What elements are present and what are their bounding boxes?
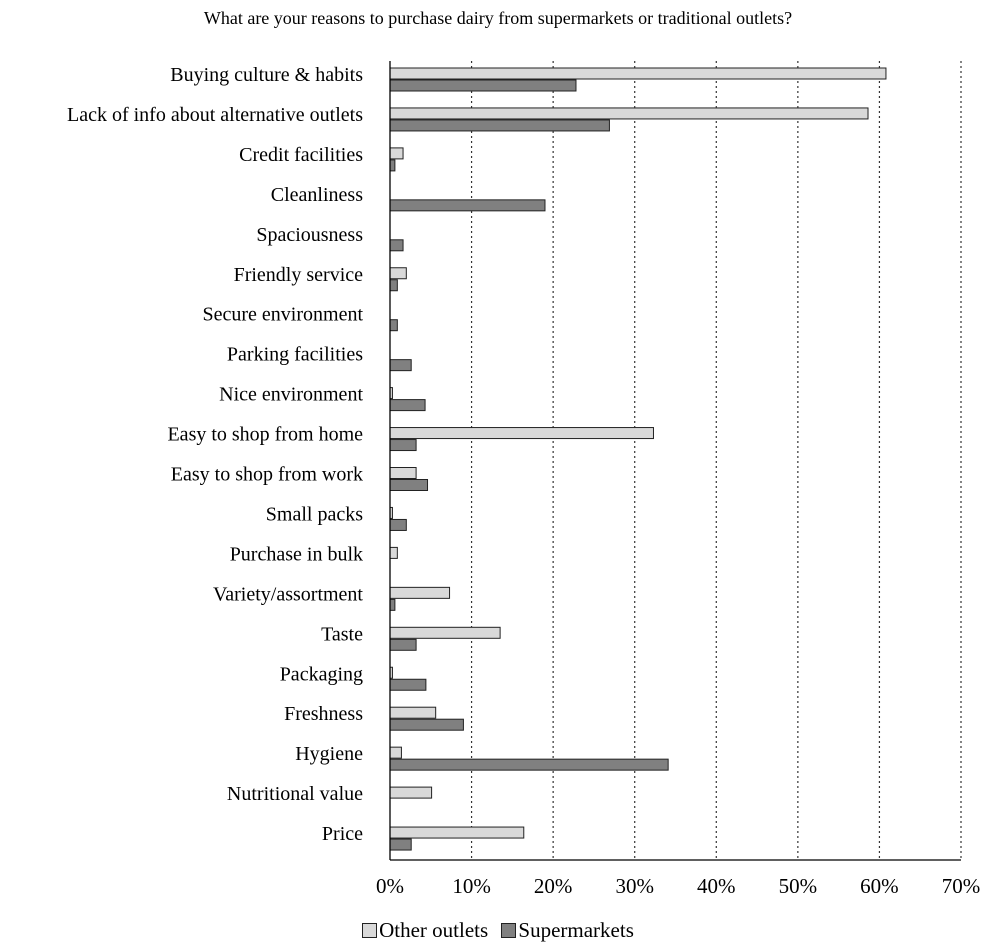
- bar-supermarkets-hygiene: [389, 758, 669, 771]
- category-label-nice-environment: Nice environment: [219, 384, 363, 406]
- legend-label-supermarkets: Supermarkets: [518, 918, 634, 942]
- bar-supermarkets-small-packs: [389, 518, 407, 531]
- bar-other-outlets-friendly-service: [389, 267, 407, 280]
- category-label-easy-to-shop-from-work: Easy to shop from work: [171, 464, 363, 486]
- bar-other-outlets-taste: [389, 626, 501, 639]
- x-tick-label-30: 30%: [615, 874, 654, 898]
- x-tick-label-0: 0%: [376, 874, 404, 898]
- category-label-friendly-service: Friendly service: [234, 264, 364, 286]
- bar-other-outlets-nutritional-value: [389, 786, 433, 799]
- bar-supermarkets-freshness: [389, 718, 464, 731]
- bar-other-outlets-lack-of-info-about-alternative-outlets: [389, 107, 869, 120]
- category-label-nutritional-value: Nutritional value: [227, 783, 363, 805]
- legend-item-supermarkets: Supermarkets: [501, 918, 634, 943]
- category-label-parking-facilities: Parking facilities: [227, 344, 363, 366]
- x-tick-label-60: 60%: [860, 874, 899, 898]
- category-label-lack-of-info-about-alternative-outlets: Lack of info about alternative outlets: [67, 104, 363, 126]
- legend: Other outlets Supermarkets: [0, 918, 996, 943]
- bar-supermarkets-credit-facilities: [389, 159, 396, 172]
- legend-label-other-outlets: Other outlets: [379, 918, 489, 942]
- bar-supermarkets-parking-facilities: [389, 359, 412, 372]
- bar-supermarkets-price: [389, 838, 412, 851]
- bar-supermarkets-easy-to-shop-from-home: [389, 439, 417, 452]
- x-tick-label-70: 70%: [942, 874, 981, 898]
- category-label-buying-culture-habits: Buying culture & habits: [170, 64, 363, 86]
- x-tick-label-40: 40%: [697, 874, 736, 898]
- category-label-cleanliness: Cleanliness: [271, 184, 363, 206]
- category-label-freshness: Freshness: [284, 703, 363, 725]
- bar-other-outlets-easy-to-shop-from-work: [389, 467, 417, 479]
- bar-supermarkets-nice-environment: [389, 399, 426, 412]
- category-label-purchase-in-bulk: Purchase in bulk: [230, 543, 363, 565]
- category-label-taste: Taste: [321, 623, 363, 645]
- category-label-easy-to-shop-from-home: Easy to shop from home: [167, 424, 363, 446]
- chart-title: What are your reasons to purchase dairy …: [203, 8, 793, 28]
- bar-supermarkets-easy-to-shop-from-work: [389, 479, 429, 491]
- category-label-spaciousness: Spaciousness: [256, 224, 363, 246]
- category-label-variety-assortment: Variety/assortment: [213, 583, 363, 605]
- bar-supermarkets-friendly-service: [389, 279, 398, 292]
- bar-other-outlets-variety-assortment: [389, 586, 451, 599]
- bar-supermarkets-secure-environment: [389, 319, 398, 332]
- x-tick-label-10: 10%: [452, 874, 491, 898]
- bar-other-outlets-buying-culture-habits: [389, 67, 887, 80]
- bar-supermarkets-cleanliness: [389, 199, 546, 212]
- bar-other-outlets-purchase-in-bulk: [389, 546, 398, 559]
- category-label-small-packs: Small packs: [266, 503, 363, 525]
- legend-item-other-outlets: Other outlets: [362, 918, 488, 943]
- legend-swatch-supermarkets: [501, 923, 517, 938]
- category-label-price: Price: [322, 823, 363, 845]
- category-label-credit-facilities: Credit facilities: [239, 144, 363, 166]
- bar-supermarkets-variety-assortment: [389, 598, 396, 611]
- x-tick-label-50: 50%: [779, 874, 818, 898]
- bar-other-outlets-easy-to-shop-from-home: [389, 427, 654, 440]
- bar-supermarkets-spaciousness: [389, 239, 404, 252]
- category-label-hygiene: Hygiene: [295, 743, 363, 765]
- bar-supermarkets-lack-of-info-about-alternative-outlets: [389, 119, 610, 132]
- bar-supermarkets-packaging: [389, 678, 427, 691]
- bar-other-outlets-price: [389, 826, 525, 839]
- bar-other-outlets-credit-facilities: [389, 147, 404, 160]
- category-label-packaging: Packaging: [280, 663, 363, 685]
- category-label-secure-environment: Secure environment: [203, 304, 364, 326]
- x-tick-label-20: 20%: [534, 874, 573, 898]
- legend-swatch-other-outlets: [362, 923, 378, 938]
- bar-other-outlets-hygiene: [389, 746, 402, 759]
- bar-supermarkets-taste: [389, 638, 417, 651]
- bar-supermarkets-buying-culture-habits: [389, 79, 577, 92]
- bar-other-outlets-freshness: [389, 706, 437, 719]
